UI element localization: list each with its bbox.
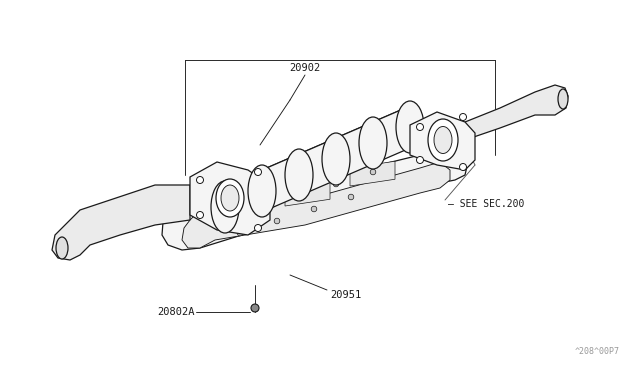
Ellipse shape	[359, 117, 387, 169]
Circle shape	[370, 169, 376, 175]
Text: ^208^00P7: ^208^00P7	[575, 347, 620, 356]
Polygon shape	[190, 162, 270, 235]
Polygon shape	[285, 181, 330, 206]
Circle shape	[274, 218, 280, 224]
Circle shape	[259, 190, 265, 196]
Circle shape	[222, 202, 228, 208]
Ellipse shape	[434, 126, 452, 154]
Circle shape	[348, 194, 354, 200]
Circle shape	[296, 193, 302, 199]
Ellipse shape	[396, 101, 424, 153]
Circle shape	[259, 205, 265, 211]
Polygon shape	[225, 106, 410, 228]
Polygon shape	[220, 201, 265, 226]
Polygon shape	[465, 85, 568, 140]
Circle shape	[237, 230, 243, 236]
Circle shape	[222, 217, 228, 223]
Polygon shape	[182, 162, 450, 248]
Ellipse shape	[428, 119, 458, 161]
Circle shape	[251, 304, 259, 312]
Circle shape	[460, 164, 467, 170]
Ellipse shape	[558, 89, 568, 109]
Polygon shape	[410, 112, 475, 170]
Circle shape	[196, 176, 204, 183]
Circle shape	[296, 178, 302, 184]
Ellipse shape	[322, 133, 350, 185]
Ellipse shape	[216, 179, 244, 217]
Circle shape	[417, 157, 424, 164]
Ellipse shape	[211, 181, 239, 233]
Circle shape	[460, 113, 467, 121]
Ellipse shape	[248, 165, 276, 217]
Ellipse shape	[221, 185, 239, 211]
Polygon shape	[162, 145, 468, 250]
Polygon shape	[350, 161, 395, 186]
Ellipse shape	[285, 149, 313, 201]
Text: 20902: 20902	[289, 63, 321, 73]
Circle shape	[196, 212, 204, 218]
Circle shape	[311, 206, 317, 212]
Ellipse shape	[56, 237, 68, 259]
Circle shape	[333, 166, 339, 172]
Polygon shape	[52, 185, 190, 260]
Circle shape	[370, 154, 376, 160]
Circle shape	[333, 181, 339, 187]
Text: — SEE SEC.200: — SEE SEC.200	[448, 199, 524, 209]
Circle shape	[417, 124, 424, 131]
Circle shape	[255, 224, 262, 231]
Text: 20802A: 20802A	[157, 307, 195, 317]
Text: 20951: 20951	[330, 290, 361, 300]
Circle shape	[255, 169, 262, 176]
